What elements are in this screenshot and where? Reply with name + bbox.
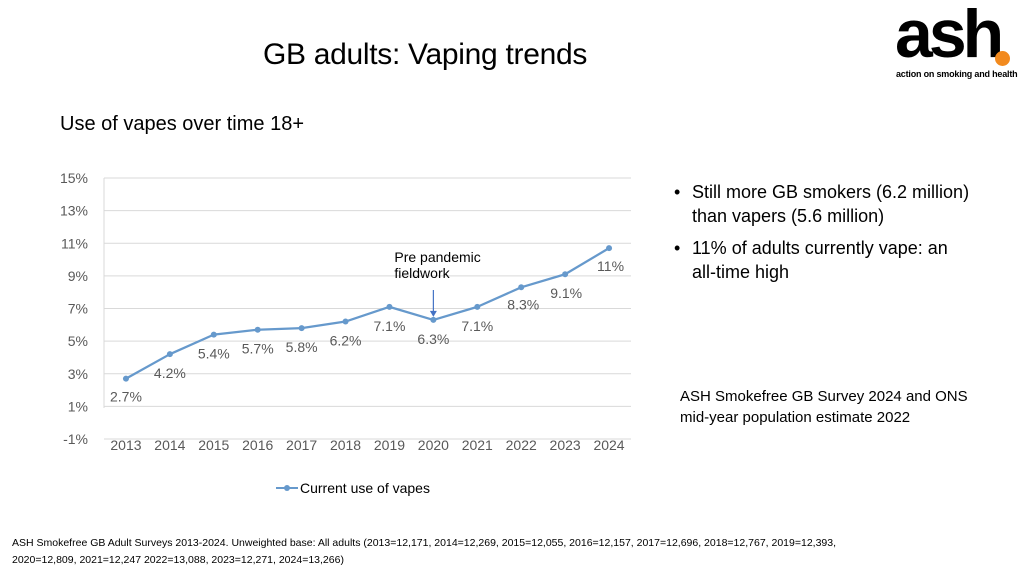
data-label: 2.7% bbox=[110, 389, 142, 405]
x-tick-label: 2022 bbox=[506, 437, 537, 453]
y-tick-label: -1% bbox=[63, 431, 88, 447]
annotation-arrow-head bbox=[429, 310, 437, 317]
y-tick-label: 1% bbox=[68, 398, 88, 414]
legend-series-label: Current use of vapes bbox=[300, 480, 430, 496]
x-tick-label: 2016 bbox=[242, 437, 273, 453]
line-chart: -1% 1% 3% 5% 7% 9% 11% 13% 15% 2013 2014 2015 2016 20… bbox=[60, 170, 631, 453]
y-tick-label: 9% bbox=[68, 268, 88, 284]
data-point bbox=[606, 245, 613, 252]
key-points-list: Still more GB smokers (6.2 million) than… bbox=[672, 180, 972, 292]
data-point bbox=[386, 303, 393, 310]
annotation-text: fieldwork bbox=[394, 265, 450, 281]
data-point bbox=[210, 331, 217, 338]
x-tick-label: 2019 bbox=[374, 437, 405, 453]
data-label: 5.4% bbox=[198, 346, 230, 362]
footnote: ASH Smokefree GB Adult Surveys 2013-2024… bbox=[12, 537, 837, 566]
x-tick-label: 2021 bbox=[462, 437, 493, 453]
data-label: 9.1% bbox=[550, 285, 582, 301]
x-tick-label: 2020 bbox=[418, 437, 449, 453]
data-point bbox=[166, 351, 173, 358]
x-tick-label: 2014 bbox=[154, 437, 185, 453]
data-label: 6.2% bbox=[330, 333, 362, 349]
page-title: GB adults: Vaping trends bbox=[262, 38, 588, 71]
data-label: 6.3% bbox=[417, 331, 449, 347]
data-label: 8.3% bbox=[507, 296, 539, 312]
data-label: 7.1% bbox=[373, 318, 405, 334]
y-tick-label: 3% bbox=[68, 366, 88, 382]
ash-logo: ash action on smoking and health bbox=[893, 0, 1018, 82]
y-tick-label: 7% bbox=[68, 301, 88, 317]
data-point bbox=[474, 303, 481, 310]
data-label: 5.7% bbox=[242, 341, 274, 357]
data-point bbox=[254, 326, 261, 333]
y-tick-label: 15% bbox=[60, 170, 88, 186]
data-point bbox=[122, 375, 129, 382]
data-label: 7.1% bbox=[461, 318, 493, 334]
x-tick-label: 2017 bbox=[286, 437, 317, 453]
data-point bbox=[298, 325, 305, 332]
chart-subtitle: Use of vapes over time 18+ bbox=[60, 113, 305, 135]
data-label: 4.2% bbox=[154, 365, 186, 381]
y-tick-label: 11% bbox=[61, 235, 88, 251]
logo-dot-icon bbox=[995, 51, 1010, 66]
data-point bbox=[430, 316, 437, 323]
data-point bbox=[342, 318, 349, 325]
x-tick-label: 2018 bbox=[330, 437, 361, 453]
logo-tagline: action on smoking and health bbox=[896, 69, 1018, 79]
data-point bbox=[562, 271, 569, 278]
legend-series-marker bbox=[276, 485, 298, 491]
key-point: Still more GB smokers (6.2 million) than… bbox=[672, 180, 972, 228]
x-tick-label: 2023 bbox=[550, 437, 581, 453]
data-label: 11% bbox=[597, 258, 624, 274]
series-line bbox=[125, 247, 610, 380]
data-point bbox=[518, 284, 525, 291]
data-label: 5.8% bbox=[286, 339, 318, 355]
logo-wordmark: ash bbox=[895, 0, 1004, 72]
annotation-text: Pre pandemic bbox=[394, 249, 480, 265]
chart-legend: Current use of vapes bbox=[276, 480, 430, 496]
y-tick-label: 13% bbox=[60, 203, 88, 219]
source-note: ASH Smokefree GB Survey 2024 and ONS mid… bbox=[680, 388, 968, 426]
key-point: 11% of adults currently vape: an all-tim… bbox=[672, 236, 972, 284]
x-tick-label: 2013 bbox=[110, 437, 141, 453]
x-tick-label: 2015 bbox=[198, 437, 229, 453]
y-tick-label: 5% bbox=[68, 333, 88, 349]
x-tick-label: 2024 bbox=[593, 437, 624, 453]
